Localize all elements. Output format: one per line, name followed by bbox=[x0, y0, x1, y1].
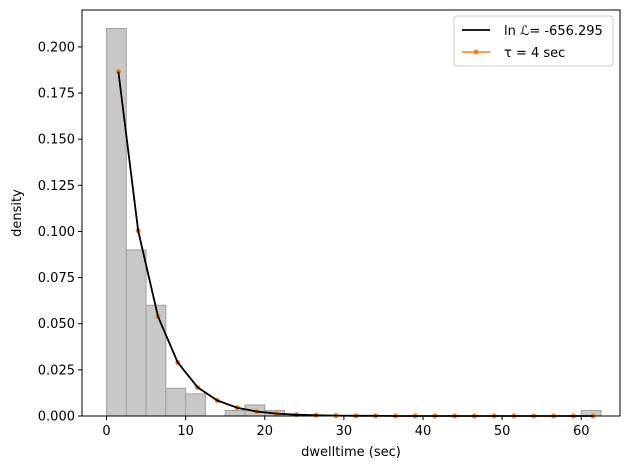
y-tick-label: 0.050 bbox=[38, 317, 75, 332]
histogram-bars bbox=[106, 27, 602, 417]
legend-marker-tau bbox=[473, 49, 479, 55]
y-tick-label: 0.100 bbox=[38, 225, 75, 240]
legend-label-loglik: ln ℒ= -656.295 bbox=[504, 24, 603, 39]
histogram-bar bbox=[185, 393, 206, 417]
x-axis-label: dwelltime (sec) bbox=[301, 445, 401, 460]
y-tick-label: 0.000 bbox=[38, 410, 75, 425]
y-tick-label: 0.075 bbox=[38, 271, 75, 286]
y-tick-label: 0.200 bbox=[38, 40, 75, 55]
y-tick-label: 0.025 bbox=[38, 363, 75, 378]
legend: ln ℒ= -656.295 τ = 4 sec bbox=[453, 15, 614, 67]
x-tick-label: 30 bbox=[336, 424, 353, 439]
x-tick-label: 10 bbox=[177, 424, 194, 439]
histogram-bar bbox=[145, 304, 167, 417]
y-tick-label: 0.125 bbox=[38, 179, 75, 194]
x-tick-label: 60 bbox=[573, 424, 590, 439]
histogram-bar bbox=[165, 387, 187, 417]
axes-frame bbox=[81, 9, 621, 417]
histogram-bar bbox=[125, 249, 147, 417]
x-tick-label: 40 bbox=[415, 424, 432, 439]
legend-label-tau: τ = 4 sec bbox=[504, 46, 565, 61]
x-tick-label: 50 bbox=[494, 424, 511, 439]
series-point-tau bbox=[115, 69, 121, 75]
y-tick-label: 0.150 bbox=[38, 133, 75, 148]
legend-box bbox=[453, 15, 614, 67]
y-axis-ticks: 0.000 0.025 0.050 0.075 0.100 0.125 0.150 0.175… bbox=[38, 40, 82, 425]
y-tick-label: 0.175 bbox=[38, 87, 75, 102]
y-axis-label: density bbox=[10, 189, 25, 237]
x-tick-label: 0 bbox=[102, 424, 110, 439]
histogram-bar bbox=[106, 27, 127, 417]
x-tick-label: 20 bbox=[256, 424, 273, 439]
histogram-bar bbox=[224, 409, 246, 417]
x-axis-ticks: 0 10 20 30 40 50 60 bbox=[102, 416, 590, 439]
